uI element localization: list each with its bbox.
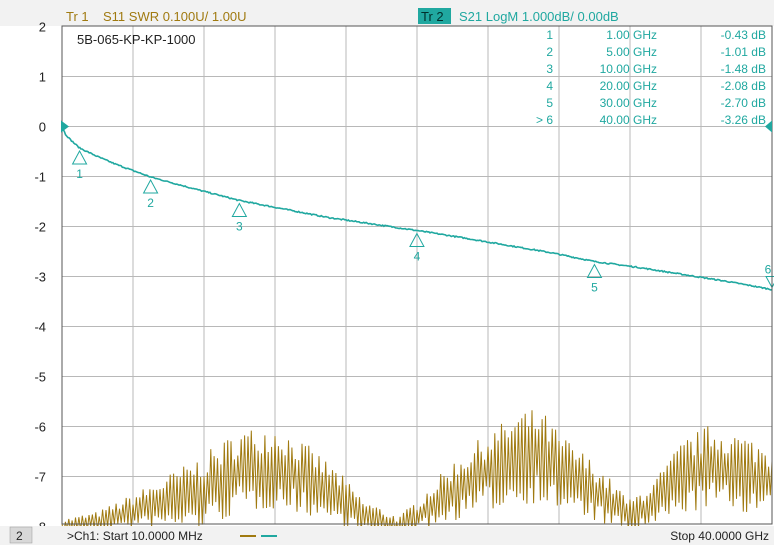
marker-table: 1 1.00 GHz -0.43 dB 2 5.00 GHz -1.01 dB 3 10.00… <box>536 28 766 127</box>
marker-2-triangle[interactable] <box>142 178 159 194</box>
traces <box>61 126 773 536</box>
y-tick-labels: 210-1-2-3-4-5-6-7-8 <box>34 20 46 535</box>
marker-table-number: 3 <box>546 62 553 76</box>
y-tick-label: 1 <box>39 70 46 85</box>
stop-frequency[interactable]: Stop 40.0000 GHz <box>670 529 769 543</box>
marker-table-number: 5 <box>546 96 553 110</box>
y-tick-label: -5 <box>34 370 46 385</box>
trace1-format[interactable]: S11 SWR 0.100U/ 1.00U <box>103 9 247 24</box>
marker-table-frequency: 1.00 GHz <box>606 28 657 42</box>
trace2-format[interactable]: S21 LogM 1.000dB/ 0.00dB <box>459 9 619 24</box>
plot-title: 5B-065-KP-KP-1000 <box>77 32 196 47</box>
reference-arrow-left <box>61 120 69 133</box>
marker-symbols: 1 2 3 4 5 6 <box>71 149 774 295</box>
trace-s21 <box>61 126 773 291</box>
trace-s11 <box>61 410 773 536</box>
y-tick-label: -7 <box>34 470 46 485</box>
marker-table-value: -2.70 dB <box>721 96 766 110</box>
marker-table-number: 1 <box>546 28 553 42</box>
channel-number: 2 <box>16 529 23 543</box>
marker-5-label: 5 <box>591 281 598 295</box>
y-tick-label: -1 <box>34 170 46 185</box>
marker-table-value: -0.43 dB <box>721 28 766 42</box>
marker-table-value: -1.01 dB <box>721 45 766 59</box>
marker-2-label: 2 <box>147 196 154 210</box>
plot-frame <box>61 25 773 525</box>
reference-arrow-right <box>765 120 772 133</box>
marker-table-number: 4 <box>546 79 553 93</box>
marker-table-number: 2 <box>546 45 553 59</box>
marker-4-label: 4 <box>414 250 421 264</box>
start-frequency[interactable]: >Ch1: Start 10.0000 MHz <box>67 529 203 543</box>
marker-table-frequency: 40.00 GHz <box>600 113 657 127</box>
marker-4-triangle[interactable] <box>409 232 425 247</box>
marker-table-value: -2.08 dB <box>721 79 766 93</box>
marker-table-value: -3.26 dB <box>721 113 766 127</box>
marker-3-label: 3 <box>236 220 243 234</box>
marker-table-frequency: 30.00 GHz <box>600 96 657 110</box>
marker-5-triangle[interactable] <box>586 263 603 278</box>
marker-3-triangle[interactable] <box>231 202 248 217</box>
channel-button[interactable] <box>9 526 33 544</box>
marker-1-label: 1 <box>76 167 83 181</box>
header-bar <box>0 0 774 26</box>
y-tick-label: 0 <box>39 120 46 135</box>
trace1-label[interactable]: Tr 1 <box>66 9 89 24</box>
trace2-label[interactable]: Tr 2 <box>421 9 444 24</box>
marker-table-frequency: 10.00 GHz <box>600 62 657 76</box>
footer-bar <box>0 526 774 545</box>
y-tick-label: 2 <box>39 20 46 35</box>
marker-table-number: > 6 <box>536 113 553 127</box>
trace2-active-badge[interactable] <box>418 8 451 24</box>
y-tick-label: -2 <box>34 220 46 235</box>
marker-table-frequency: 20.00 GHz <box>600 79 657 93</box>
graticule <box>62 26 772 524</box>
y-tick-label: -6 <box>34 420 46 435</box>
y-tick-label: -3 <box>34 270 46 285</box>
marker-1-triangle[interactable] <box>71 149 88 165</box>
marker-table-frequency: 5.00 GHz <box>606 45 657 59</box>
y-tick-label: -4 <box>34 320 46 335</box>
marker-6-label: 6 <box>765 263 772 277</box>
marker-table-value: -1.48 dB <box>721 62 766 76</box>
